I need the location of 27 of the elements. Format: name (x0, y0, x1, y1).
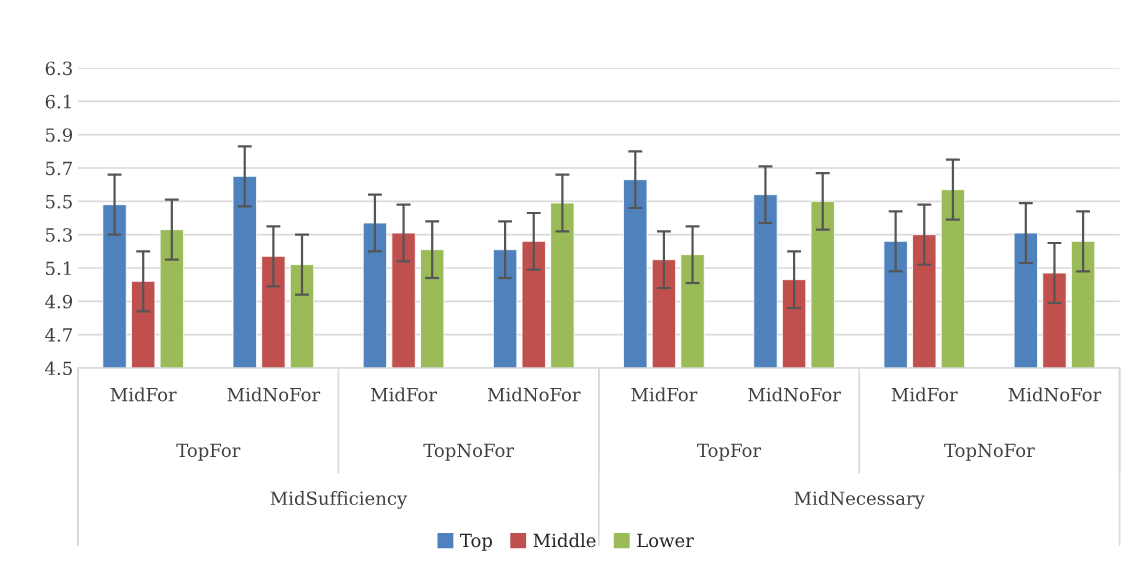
y-tick-label: 4.9 (45, 294, 73, 309)
x-tick-label: MidNoFor (748, 387, 841, 402)
y-tick-label: 6.1 (45, 94, 71, 109)
text: TopFor (697, 443, 762, 461)
text: TopFor (176, 443, 241, 461)
y-tick-label: 5.5 (46, 195, 72, 209)
text: TopNoFor (944, 443, 1035, 461)
y-tick-label: 5.1 (46, 261, 71, 276)
x-tick-label: MidNoFor (487, 387, 581, 402)
x-tick-label: MidFor (110, 387, 177, 402)
x-tick-label: MidFor (631, 387, 698, 402)
y-tick-label: 4.7 (45, 328, 72, 342)
legend-label: Middle (533, 533, 596, 548)
y-tick-label: 6.3 (45, 61, 72, 76)
y-tick-label: 5.3 (46, 228, 72, 242)
x-tick-label: MidFor (371, 387, 437, 402)
y-tick-label: 4.5 (45, 361, 72, 376)
y-tick-label: 5.7 (46, 161, 72, 176)
x-tick-label: MidNoFor (227, 387, 321, 402)
y-tick-label: 5.9 (46, 128, 73, 142)
legend-label: Lower (637, 533, 694, 548)
text: TopNoFor (423, 443, 515, 461)
legend-label: Top (460, 533, 492, 551)
text: MidNecessary (794, 491, 925, 509)
text: MidSufficiency (270, 491, 408, 509)
x-tick-label: MidNoFor (1008, 387, 1102, 402)
x-tick-label: MidFor (891, 387, 958, 402)
